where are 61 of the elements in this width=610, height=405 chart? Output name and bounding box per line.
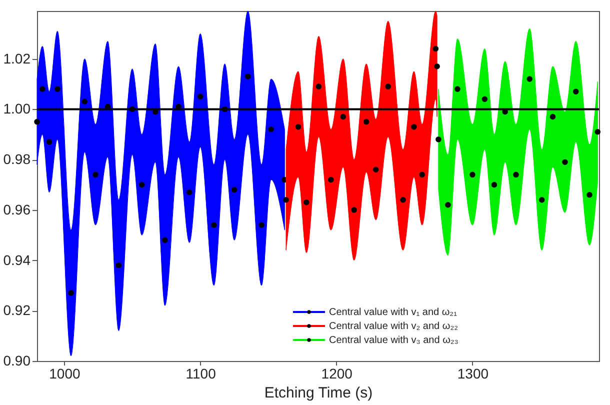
point: [436, 136, 442, 142]
point: [419, 172, 425, 178]
point: [482, 96, 488, 102]
point: [316, 84, 322, 90]
point: [538, 196, 545, 203]
y-tick-label: 0.90: [3, 352, 31, 368]
point: [411, 124, 417, 130]
point: [211, 222, 217, 228]
point: [586, 192, 592, 198]
y-tick-label: 0.94: [3, 252, 31, 268]
point: [572, 88, 579, 94]
point: [186, 189, 192, 196]
y-tick-label: 0.96: [3, 201, 31, 218]
point: [162, 237, 168, 244]
point: [351, 207, 357, 213]
point: [363, 118, 370, 125]
point: [231, 186, 238, 193]
point: [304, 200, 310, 206]
point: [258, 222, 264, 228]
point: [340, 114, 346, 120]
point: [116, 262, 122, 268]
point: [40, 86, 46, 92]
point: [283, 196, 289, 203]
y-tick-label: 1.02: [3, 50, 31, 66]
y-tick-label: 0.92: [3, 302, 31, 318]
point: [295, 124, 302, 130]
point: [470, 172, 476, 178]
point: [268, 126, 274, 132]
y-tick-label: 1.00: [3, 100, 31, 117]
point: [434, 64, 440, 70]
x-tick-label: 1100: [186, 366, 216, 382]
point: [34, 118, 40, 125]
point: [491, 182, 498, 188]
point: [526, 76, 532, 82]
x-axis-title: Etching Time (s): [264, 384, 373, 402]
point: [594, 128, 601, 135]
point: [82, 98, 88, 105]
point: [328, 176, 334, 183]
point: [68, 290, 74, 296]
point: [385, 84, 391, 90]
point: [54, 86, 60, 92]
point: [454, 86, 460, 92]
point: [550, 114, 556, 120]
legend-label: Central value with v₁ and ω₂₁: [329, 307, 458, 318]
point: [245, 74, 251, 80]
point: [372, 166, 379, 172]
y-tick-label: 0.98: [3, 151, 31, 168]
x-tick-label: 1300: [457, 366, 489, 382]
legend-label: Central value with v₃ and ω₂₃: [329, 335, 458, 346]
point: [92, 172, 98, 178]
point: [445, 202, 451, 208]
point: [197, 94, 204, 100]
point: [513, 172, 519, 178]
legend-label: Central value with v₂ and ω₂₂: [329, 321, 458, 332]
point: [138, 182, 145, 188]
point: [400, 196, 406, 203]
x-tick-label: 1200: [321, 366, 353, 382]
point: [432, 46, 439, 52]
point: [562, 159, 568, 165]
x-tick-label: 1000: [49, 366, 80, 382]
point: [46, 139, 52, 145]
